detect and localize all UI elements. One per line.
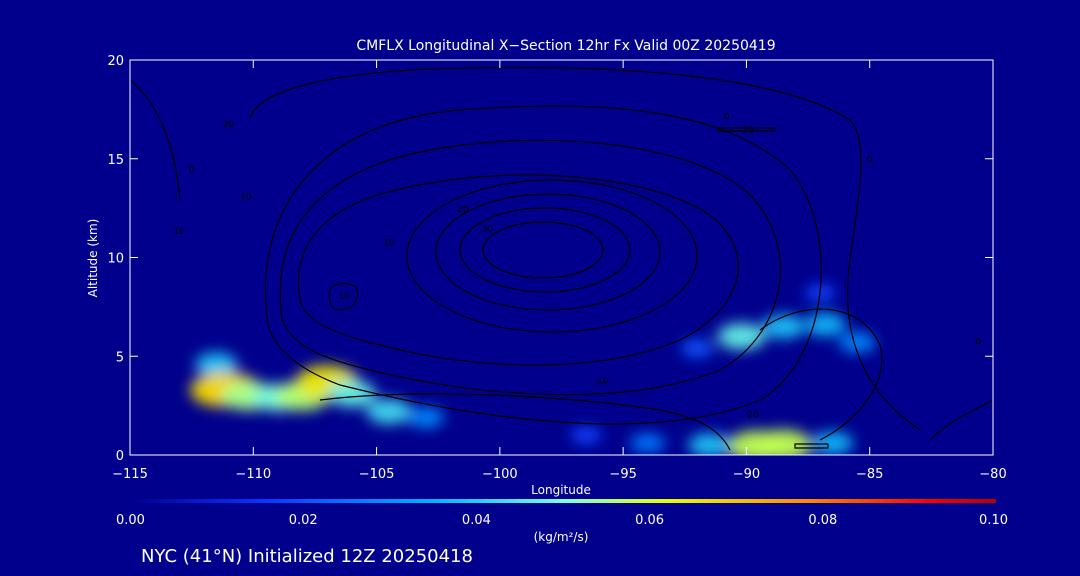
- contour-label: -20: [744, 410, 759, 420]
- contour-line: [130, 79, 181, 201]
- contour-label: 0: [189, 166, 195, 176]
- heatmap-cell: [688, 433, 731, 455]
- contour-label: 0: [975, 337, 981, 347]
- contour-label: 10: [240, 193, 252, 203]
- contour-line: [459, 207, 631, 293]
- axis-layer: −115 −110 −105 −100 −95 −90 −85 −80 0 5 10 15 20: [107, 54, 1006, 482]
- y-axis-label: Altitude (km): [86, 219, 100, 298]
- colorbar-tick-label: 0.02: [289, 513, 318, 528]
- contour-label: 0: [724, 112, 730, 122]
- x-tick-label: −100: [482, 467, 518, 482]
- heatmap-cell: [680, 339, 714, 358]
- x-axis-label: Longitude: [531, 483, 591, 497]
- x-tick-label: −110: [235, 467, 271, 482]
- contour-label: 10: [174, 227, 186, 237]
- colorbar-unit-label: (kg/m²/s): [534, 530, 589, 544]
- contour-line: [279, 139, 781, 396]
- chart-title: CMFLX Longitudinal X−Section 12hr Fx Val…: [356, 38, 775, 54]
- contour-line: [759, 308, 883, 441]
- heatmap-cell: [812, 431, 854, 455]
- contour-line: [328, 282, 359, 311]
- colorbar: [130, 499, 996, 503]
- heatmap-cell: [407, 407, 445, 428]
- colorbar-tick-label: 0.06: [635, 513, 664, 528]
- contour-line: [406, 179, 698, 333]
- contour-line: [717, 127, 776, 132]
- x-tick-label: −95: [609, 467, 636, 482]
- x-tick-label: −80: [979, 467, 1006, 482]
- contour-line: [794, 443, 829, 449]
- heatmap-cell: [762, 314, 805, 339]
- heatmap-layer: [190, 284, 876, 455]
- y-tick-label: 15: [107, 153, 124, 168]
- contour-line: [319, 393, 731, 451]
- colorbar-tick-layer: 0.00 0.02 0.04 0.06 0.08 0.10: [116, 513, 1008, 528]
- contour-label: 0: [867, 156, 873, 166]
- y-tick-label: 20: [107, 54, 124, 69]
- colorbar-tick-label: 0.10: [979, 513, 1008, 528]
- heatmap-cell: [570, 426, 602, 445]
- contour-label-layer: 20 10 0 10 10 20 30 10 -10 0 0 -10 -20 0: [174, 112, 982, 420]
- x-tick-label: −85: [856, 467, 883, 482]
- contour-line: [482, 221, 604, 279]
- contour-label: 20: [223, 120, 235, 130]
- y-tick-label: 0: [116, 449, 124, 464]
- heatmap-cell: [366, 399, 412, 425]
- y-tick-label: 5: [116, 350, 124, 365]
- y-tick-label: 10: [107, 252, 124, 267]
- contour-label: -10: [739, 126, 754, 136]
- contour-label: -10: [594, 377, 609, 387]
- contour-label: 10: [383, 239, 395, 249]
- contour-overlay: [130, 66, 993, 451]
- contour-line: [929, 399, 993, 441]
- heatmap-cell: [838, 332, 876, 353]
- contour-line: [435, 193, 661, 311]
- contour-line: [298, 174, 739, 366]
- contour-line: [264, 105, 822, 425]
- heatmap-cell: [195, 352, 238, 376]
- colorbar-tick-label: 0.04: [462, 513, 491, 528]
- heatmap-cell: [755, 429, 812, 455]
- contour-label: 10: [339, 292, 351, 302]
- heatmap-cell: [630, 433, 666, 454]
- contour-label: 30: [482, 225, 494, 235]
- footer-caption: NYC (41°N) Initialized 12Z 20250418: [141, 546, 473, 567]
- colorbar-tick-label: 0.08: [808, 513, 837, 528]
- contour-label: 20: [457, 205, 469, 215]
- x-tick-label: −115: [112, 467, 148, 482]
- heatmap-cell: [327, 380, 376, 407]
- colorbar-tick-label: 0.00: [116, 513, 145, 528]
- x-tick-label: −105: [359, 467, 395, 482]
- x-tick-label: −90: [733, 467, 760, 482]
